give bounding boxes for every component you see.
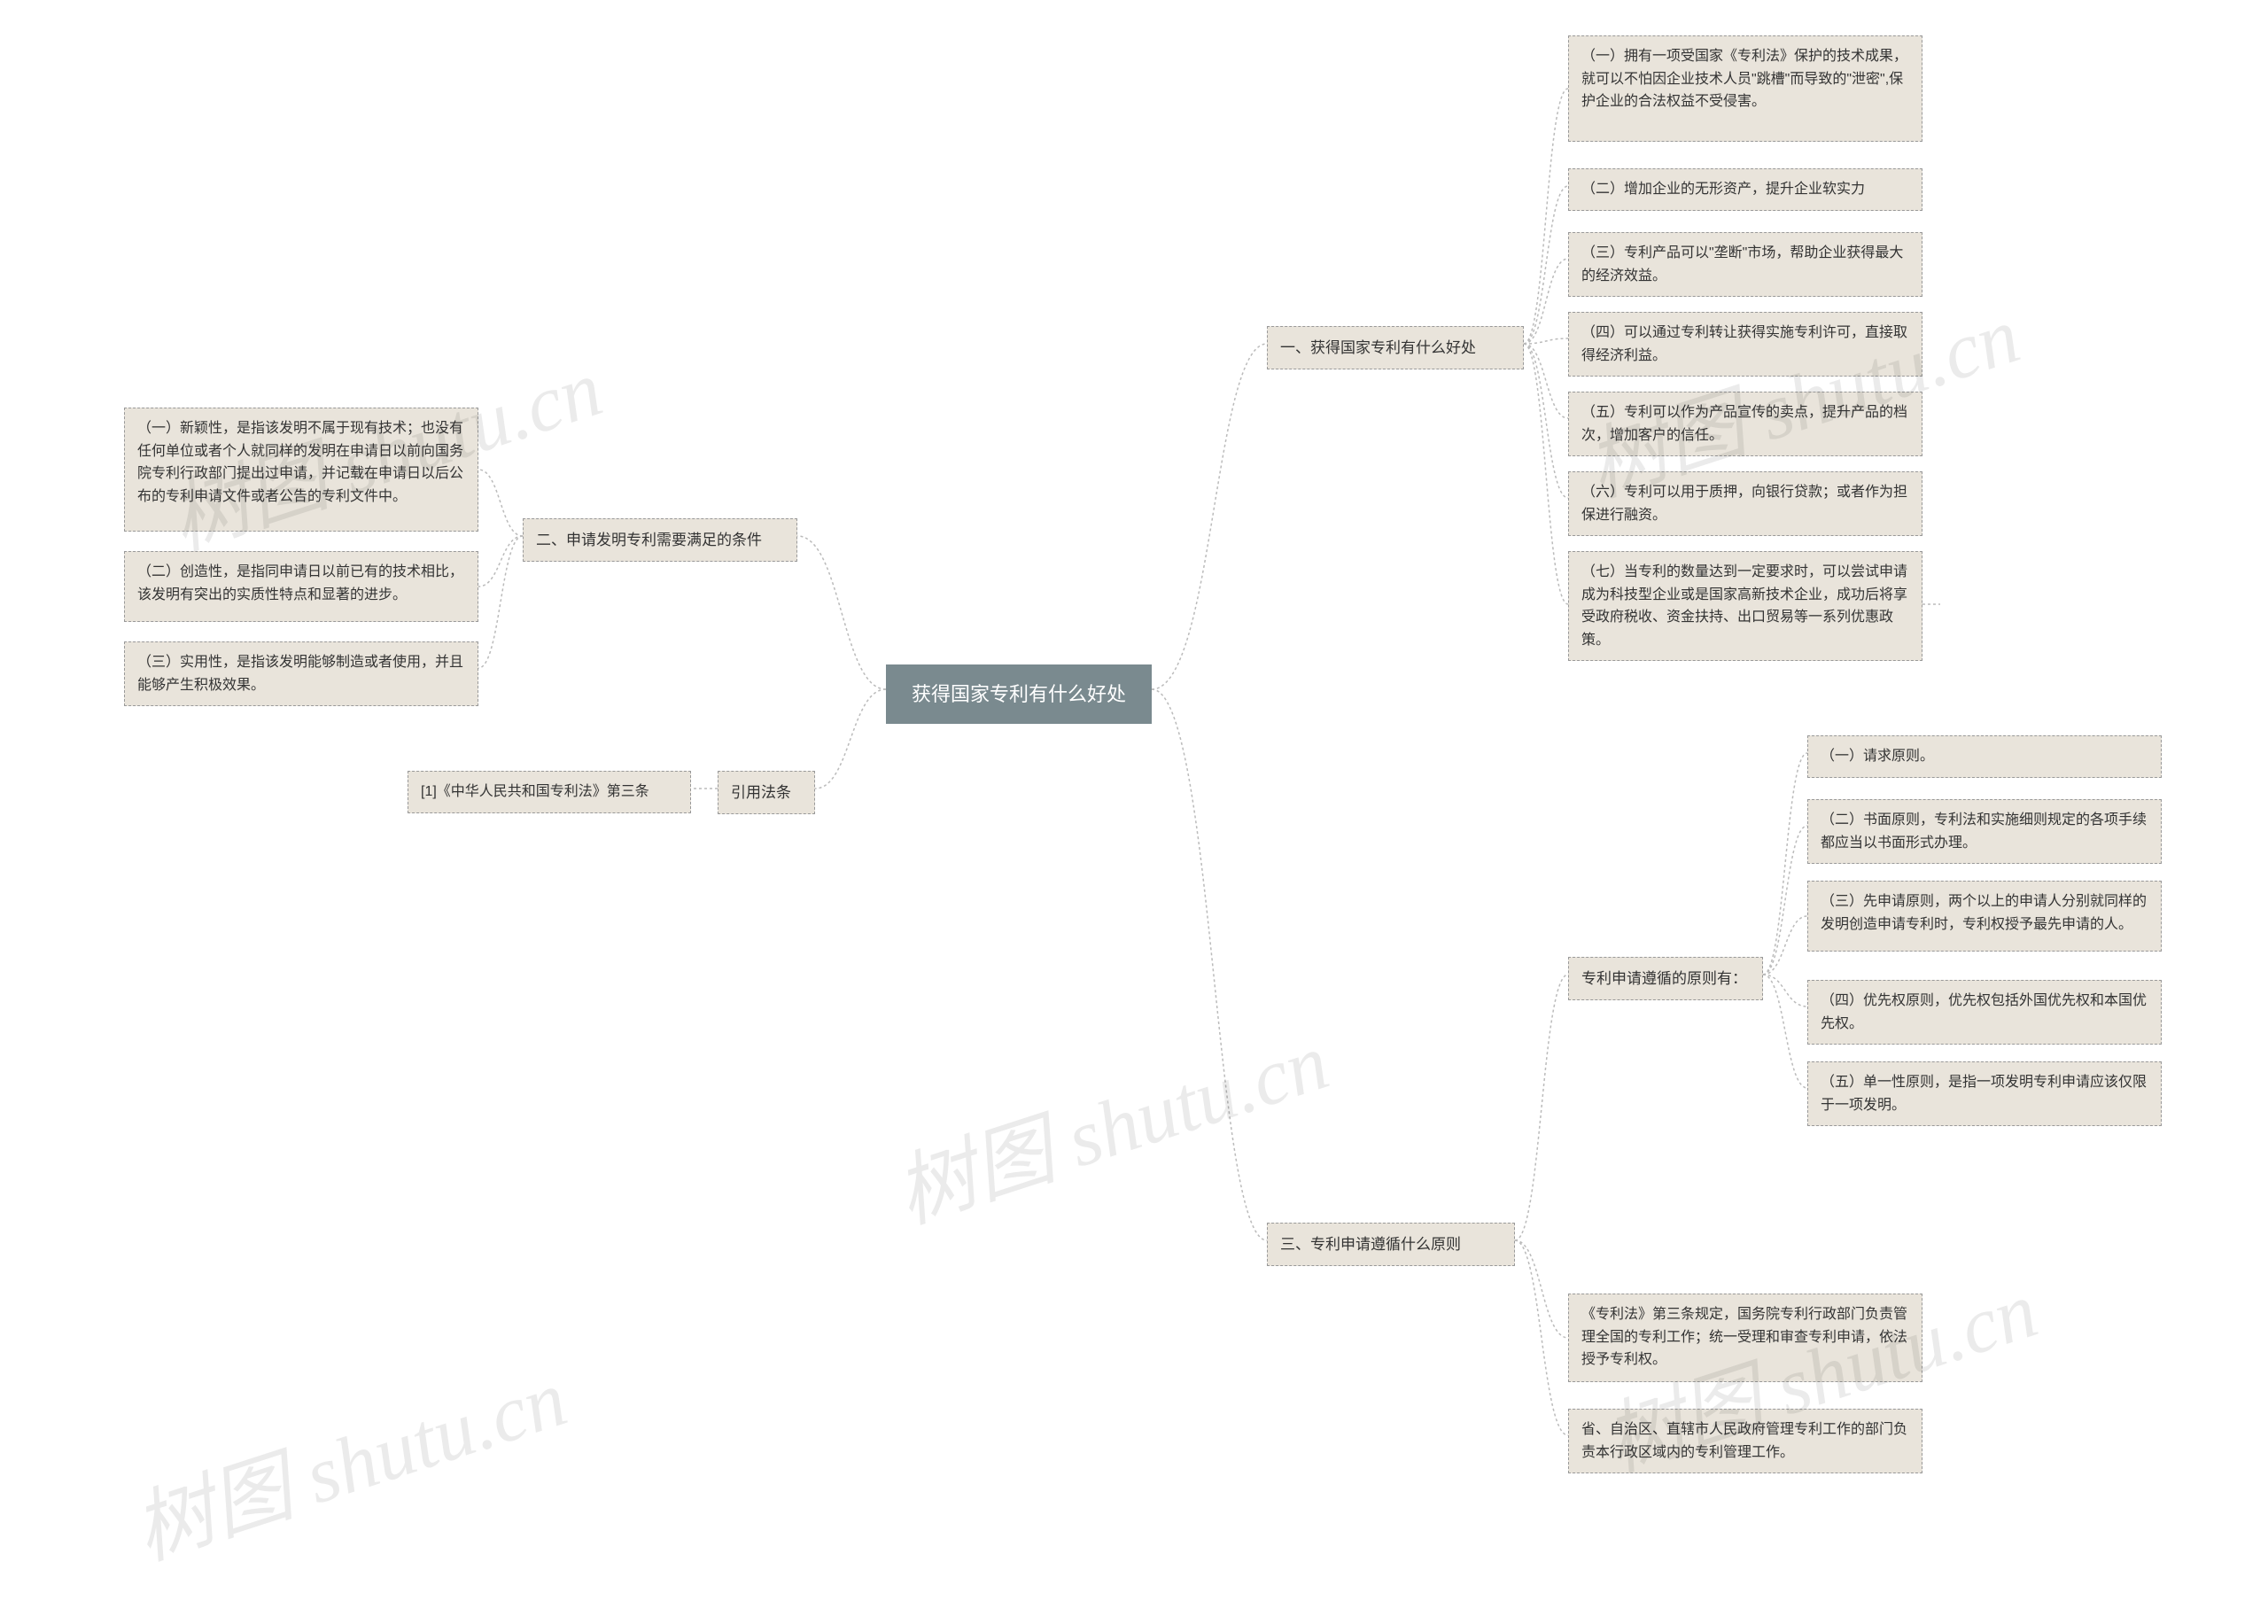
branch-3: 三、专利申请遵循什么原则 [1267, 1223, 1515, 1266]
branch-3-sub-child-2: （三）先申请原则，两个以上的申请人分别就同样的发明创造申请专利时，专利权授予最先… [1807, 881, 2162, 952]
branch-1: 一、获得国家专利有什么好处 [1267, 326, 1524, 369]
branch-3-sub-child-1: （二）书面原则，专利法和实施细则规定的各项手续都应当以书面形式办理。 [1807, 799, 2162, 864]
branch-3-extra-1: 省、自治区、直辖市人民政府管理专利工作的部门负责本行政区域内的专利管理工作。 [1568, 1409, 1922, 1473]
branch-2: 二、申请发明专利需要满足的条件 [523, 518, 797, 562]
watermark-2: 树图 shutu.cn [879, 997, 1340, 1245]
watermark-1: 树图 shutu.cn [117, 1333, 578, 1581]
branch-3-extra-0: 《专利法》第三条规定，国务院专利行政部门负责管理全国的专利工作；统一受理和审查专… [1568, 1294, 1922, 1382]
branch-3-sub: 专利申请遵循的原则有： [1568, 957, 1763, 1000]
branch-3-sub-child-3: （四）优先权原则，优先权包括外国优先权和本国优先权。 [1807, 980, 2162, 1045]
branch-2-child-2: （三）实用性，是指该发明能够制造或者使用，并且能够产生积极效果。 [124, 641, 478, 706]
branch-1-child-3: （四）可以通过专利转让获得实施专利许可，直接取得经济利益。 [1568, 312, 1922, 377]
branch-2-child-1: （二）创造性，是指同申请日以前已有的技术相比，该发明有突出的实质性特点和显著的进… [124, 551, 478, 622]
branch-1-child-0: （一）拥有一项受国家《专利法》保护的技术成果，就可以不怕因企业技术人员"跳槽"而… [1568, 35, 1922, 142]
branch-2-child-0: （一）新颖性，是指该发明不属于现有技术；也没有任何单位或者个人就同样的发明在申请… [124, 408, 478, 532]
branch-1-child-4: （五）专利可以作为产品宣传的卖点，提升产品的档次，增加客户的信任。 [1568, 392, 1922, 456]
branch-1-child-2: （三）专利产品可以"垄断"市场，帮助企业获得最大的经济效益。 [1568, 232, 1922, 297]
branch-3-sub-child-0: （一）请求原则。 [1807, 735, 2162, 778]
branch-4-child-0: [1]《中华人民共和国专利法》第三条 [408, 771, 691, 813]
branch-1-child-1: （二）增加企业的无形资产，提升企业软实力 [1568, 168, 1922, 211]
branch-3-sub-child-4: （五）单一性原则，是指一项发明专利申请应该仅限于一项发明。 [1807, 1061, 2162, 1126]
branch-4: 引用法条 [718, 771, 815, 814]
root-node: 获得国家专利有什么好处 [886, 664, 1152, 724]
branch-1-child-6: （七）当专利的数量达到一定要求时，可以尝试申请成为科技型企业或是国家高新技术企业… [1568, 551, 1922, 661]
branch-1-child-5: （六）专利可以用于质押，向银行贷款；或者作为担保进行融资。 [1568, 471, 1922, 536]
